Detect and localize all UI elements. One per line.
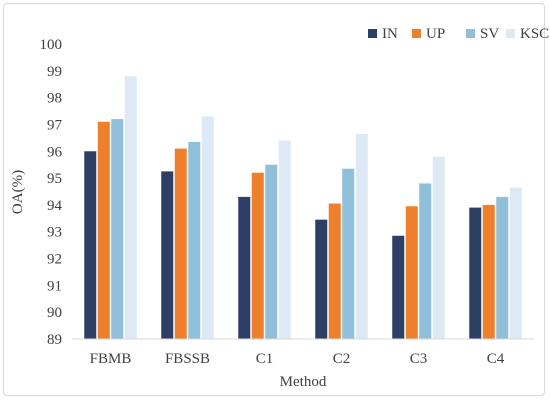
y-tick-label: 98 <box>47 91 62 107</box>
legend-label-ksc: KSC <box>520 26 549 42</box>
legend-swatch-sv <box>466 29 475 38</box>
bar-up-c3 <box>405 206 418 339</box>
bar-in-fbssb <box>161 171 174 339</box>
bar-in-c3 <box>392 235 405 339</box>
y-tick-label: 93 <box>47 225 62 241</box>
bar-up-c1 <box>251 172 264 339</box>
bar-up-c2 <box>328 203 341 339</box>
y-tick-label: 90 <box>47 305 62 321</box>
y-tick-label: 99 <box>47 64 62 80</box>
y-tick-label: 96 <box>47 144 63 160</box>
bar-up-fbmb <box>97 121 110 339</box>
x-axis-ticks: FBMB FBSSB C1 C2 C3 C4 <box>90 351 505 367</box>
legend-swatch-ksc <box>506 29 515 38</box>
bar-sv-c3 <box>419 183 432 339</box>
y-axis-title: OA(%) <box>10 170 26 214</box>
y-tick-label: 95 <box>47 171 62 187</box>
bar-ksc-fbmb <box>124 76 137 339</box>
bar-sv-c4 <box>496 196 509 339</box>
bar-up-fbssb <box>174 148 187 339</box>
x-tick-label: C1 <box>256 351 274 367</box>
y-axis-ticks: 89 90 91 92 93 94 95 96 97 98 99 100 <box>40 37 63 348</box>
x-tick-label: C4 <box>487 351 505 367</box>
y-tick-label: 97 <box>47 117 63 133</box>
x-tick-label: C2 <box>333 351 351 367</box>
legend-label-up: UP <box>426 26 445 42</box>
legend: IN UP SV KSC <box>368 26 549 42</box>
bar-in-fbmb <box>84 151 97 339</box>
x-tick-label: C3 <box>410 351 428 367</box>
y-tick-label: 91 <box>47 278 62 294</box>
x-tick-label: FBSSB <box>165 351 210 367</box>
bar-ksc-c1 <box>278 140 291 339</box>
legend-swatch-in <box>368 29 377 38</box>
y-tick-label: 94 <box>47 198 63 214</box>
x-tick-label: FBMB <box>90 351 132 367</box>
bar-ksc-c3 <box>432 156 445 339</box>
bar-sv-c2 <box>342 168 355 339</box>
bar-ksc-c2 <box>355 133 368 339</box>
y-tick-label: 92 <box>47 252 62 268</box>
x-axis-title: Method <box>280 374 327 390</box>
bar-sv-fbssb <box>188 141 201 339</box>
y-tick-label: 89 <box>47 332 62 348</box>
y-tick-label: 100 <box>40 37 63 53</box>
bar-in-c2 <box>315 219 328 339</box>
bar-in-c1 <box>238 196 251 339</box>
legend-label-in: IN <box>382 26 398 42</box>
bar-ksc-fbssb <box>201 116 214 339</box>
bars <box>84 76 522 339</box>
bar-sv-c1 <box>265 164 278 339</box>
bar-up-c4 <box>482 204 495 339</box>
legend-label-sv: SV <box>480 26 499 42</box>
legend-swatch-up <box>412 29 421 38</box>
bar-ksc-c4 <box>509 187 522 339</box>
bar-sv-fbmb <box>111 119 124 339</box>
bar-in-c4 <box>469 207 482 339</box>
